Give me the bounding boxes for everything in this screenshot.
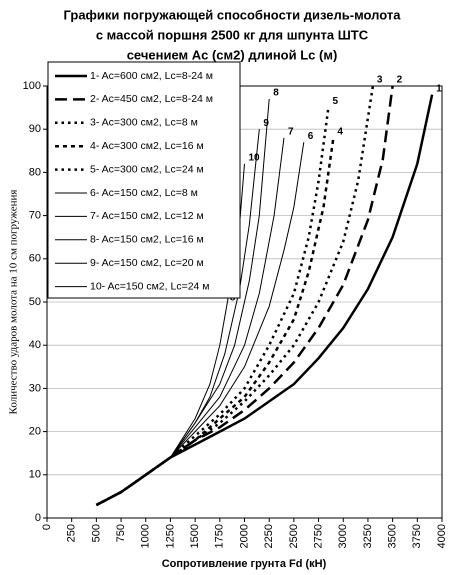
legend-label: 5- Ac=300 см2, Lc=24 м <box>90 163 204 175</box>
legend-label: 6- Ac=150 см2, Lc=8 м <box>90 187 198 199</box>
curve-label: 6 <box>308 131 314 142</box>
y-tick-label: 70 <box>29 210 41 222</box>
x-tick-label: 0 <box>41 524 53 530</box>
curve-label: 10 <box>249 152 261 163</box>
y-tick-label: 90 <box>29 123 41 135</box>
y-tick-label: 40 <box>29 339 41 351</box>
curve-label: 8 <box>273 88 279 99</box>
legend-label: 8- Ac=150 см2, Lc=16 м <box>90 234 204 246</box>
curve-label: 4 <box>337 126 343 137</box>
y-tick-label: 10 <box>29 469 41 481</box>
y-tick-label: 80 <box>29 166 41 178</box>
legend: 1- Ac=600 см2, Lc=8-24 м 2- Ac=450 см2, L… <box>47 61 241 299</box>
y-tick-label: 30 <box>29 382 41 394</box>
y-tick-label: 100 <box>23 80 41 92</box>
y-tick-label: 0 <box>35 512 41 524</box>
curve-label: 1 <box>436 83 442 94</box>
series-line <box>95 137 335 507</box>
x-tick-label: 1250 <box>164 524 176 548</box>
x-tick-label: 3000 <box>337 524 349 548</box>
legend-box <box>47 61 241 299</box>
curve-label: 7 <box>288 126 294 137</box>
legend-label: 3- Ac=300 см2, Lc=8 м <box>90 117 198 129</box>
x-tick-label: 3500 <box>387 524 399 548</box>
x-tick-label: 1500 <box>189 524 201 548</box>
legend-label: 4- Ac=300 см2, Lc=16 м <box>90 140 204 152</box>
x-axis-label: Сопротивление грунта Fd (кН) <box>162 558 327 570</box>
chart-title: сечением Ac (см2) длиной Lc (м) <box>127 47 338 62</box>
x-tick-label: 1750 <box>214 524 226 548</box>
y-tick-label: 20 <box>29 426 41 438</box>
legend-label: 2- Ac=450 см2, Lc=8-24 м <box>90 93 213 105</box>
curve-label: 5 <box>332 96 338 107</box>
x-tick-label: 2750 <box>312 524 324 548</box>
x-tick-label: 500 <box>90 524 102 542</box>
x-tick-label: 250 <box>66 524 78 542</box>
y-axis-label: Количество ударов молота на 10 см погруж… <box>8 190 20 415</box>
x-tick-label: 4000 <box>436 524 448 548</box>
legend-label: 7- Ac=150 см2, Lc=12 м <box>90 210 204 222</box>
curve-label: 2 <box>397 75 403 86</box>
curve-label: 9 <box>263 118 269 129</box>
chart-title: с массой поршня 2500 кг для шпунта ШТС <box>96 27 369 42</box>
x-tick-label: 3250 <box>362 524 374 548</box>
legend-label: 1- Ac=600 см2, Lc=8-24 м <box>90 70 213 82</box>
y-tick-label: 60 <box>29 253 41 265</box>
x-tick-label: 2500 <box>288 524 300 548</box>
chart-title: Графики погружающей способности дизель-м… <box>64 7 402 22</box>
x-tick-label: 3750 <box>411 524 423 548</box>
curve-label: 3 <box>377 75 383 86</box>
series-line <box>95 85 375 507</box>
x-tick-label: 2000 <box>238 524 250 548</box>
plot-frame <box>46 85 443 519</box>
x-tick-label: 750 <box>115 524 127 542</box>
x-tick-label: 2250 <box>263 524 275 548</box>
x-tick-label: 1000 <box>140 524 152 548</box>
legend-label: 10- Ac=150 см2, Lc=24 м <box>90 280 210 292</box>
y-tick-label: 50 <box>29 296 41 308</box>
legend-label: 9- Ac=150 см2, Lc=20 м <box>90 257 204 269</box>
